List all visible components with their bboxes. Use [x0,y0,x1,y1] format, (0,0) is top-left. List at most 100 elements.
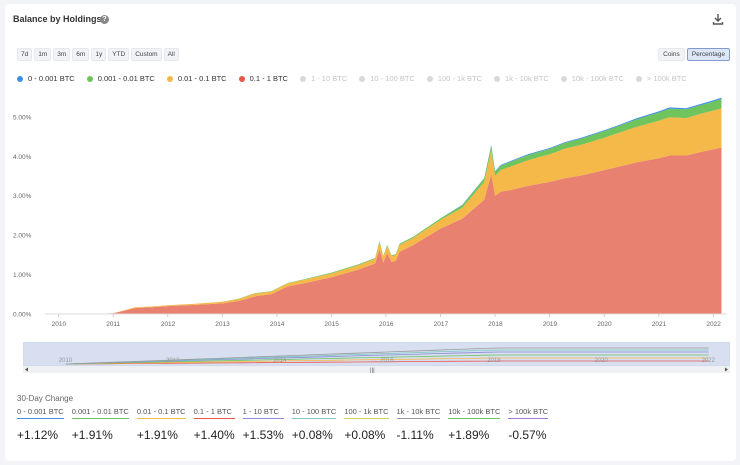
range-button-1m[interactable]: 1m [34,48,52,61]
x-tick-label: 2018 [488,321,503,328]
legend-label: 10 - 100 BTC [370,74,415,83]
thirty-day-change-list: 0 - 0.001 BTC +1.12% 0.001 - 0.01 BTC +1.91… [17,407,556,442]
legend-item[interactable]: 1k - 10k BTC [494,74,549,83]
navigator-series [65,357,709,365]
x-tick-label: 2013 [215,321,230,328]
legend-dot [426,75,433,82]
x-tick-label: 2021 [652,321,667,328]
navigator-tick-label: 2012 [166,358,180,364]
legend-item[interactable]: > 100k BTC [635,74,687,83]
legend-dot [560,75,567,82]
change-label: 0 - 0.001 BTC [17,407,64,419]
watermark-text: intotheblock [321,204,418,224]
legend-dot [635,75,642,82]
legend-dot [299,75,306,82]
mode-button-coins[interactable]: Coins [658,48,685,61]
change-value: +1.53% [242,428,284,442]
legend-label: 0.01 - 0.1 BTC [177,74,227,83]
x-tick-label: 2014 [270,321,285,328]
scroll-right-icon[interactable] [725,367,728,372]
navigator-tick-label: 2010 [59,358,73,364]
range-button-6m[interactable]: 6m [72,48,90,61]
watermark-logo-icon [291,200,313,229]
legend-label: 0 - 0.001 BTC [28,74,75,83]
mode-toggle: Coins Percentage [658,48,730,61]
area-series [58,98,722,314]
y-tick-label: 3.00% [13,193,32,200]
question-circle-icon[interactable]: ? [100,15,109,24]
navigator-series [65,351,709,365]
navigator-tick-label: 2022 [702,358,716,364]
legend-item[interactable]: 100 - 1k BTC [426,74,482,83]
change-value: +1.89% [448,428,490,442]
legend-label: 1k - 10k BTC [505,74,549,83]
chart-title: Balance by Holdings [13,14,102,24]
legend-label: 1 - 10 BTC [310,74,348,83]
scroll-left-icon[interactable] [25,367,28,372]
navigator-tick-label: 2014 [273,358,287,364]
change-label: 0.1 - 1 BTC [193,407,235,419]
navigator-series [65,349,709,365]
legend-dot [359,75,366,82]
x-tick-label: 2020 [597,321,612,328]
y-tick-label: 1.00% [13,272,32,279]
time-range-selector: 7d 1m 3m 6m 1y YTD Custom All [17,48,179,61]
navigator-scrollbar[interactable] [23,366,730,373]
range-button-7d[interactable]: 7d [17,48,33,61]
range-button-custom[interactable]: Custom [131,48,162,61]
legend-dot [166,75,173,82]
legend-item[interactable]: 0.01 - 0.1 BTC [166,74,227,83]
navigator-series [65,360,709,365]
navigator-tick-label: 2018 [487,358,501,364]
change-item: > 100k BTC -0.57% [508,407,556,442]
legend-item[interactable]: 0.001 - 0.01 BTC [86,74,155,83]
change-value: -0.57% [508,428,547,442]
change-item: 100 - 1k BTC +0.08% [344,407,396,442]
thirty-day-change-title: 30-Day Change [17,394,74,403]
change-item: 10 - 100 BTC +0.08% [291,407,345,442]
navigator-series [65,354,709,365]
legend-label: 10k - 100k BTC [571,74,624,83]
legend-item[interactable]: 10k - 100k BTC [560,74,624,83]
navigator-handle-icon[interactable]: ||| [370,368,375,373]
y-tick-label: 5.00% [13,114,32,121]
download-icon[interactable] [712,13,724,25]
change-label: 10 - 100 BTC [291,407,337,419]
change-value: +1.91% [136,428,178,442]
range-button-3m[interactable]: 3m [53,48,71,61]
change-value: +1.40% [193,428,235,442]
legend-dot [86,75,93,82]
change-label: 1k - 10k BTC [396,407,441,419]
change-item: 1 - 10 BTC +1.53% [242,407,292,442]
change-value: -1.11% [396,428,434,442]
change-label: 100 - 1k BTC [344,407,389,419]
range-button-all[interactable]: All [163,48,179,61]
change-value: +1.91% [71,428,113,442]
change-label: > 100k BTC [508,407,549,419]
legend-item[interactable]: 0.1 - 1 BTC [238,74,288,83]
x-tick-label: 2016 [379,321,394,328]
range-button-ytd[interactable]: YTD [108,48,130,61]
range-button-1y[interactable]: 1y [91,48,107,61]
area-series [58,108,722,314]
x-tick-label: 2010 [52,321,67,328]
legend-dot [238,75,245,82]
mode-button-percentage[interactable]: Percentage [686,48,730,61]
y-tick-label: 0.00% [13,312,32,319]
change-item: 0.001 - 0.01 BTC +1.91% [71,407,137,442]
x-tick-label: 2012 [161,321,176,328]
legend-label: > 100k BTC [646,74,687,83]
change-label: 10k - 100k BTC [448,407,501,419]
area-series [58,147,722,314]
legend-item[interactable]: 10 - 100 BTC [359,74,415,83]
x-tick-label: 2019 [543,321,558,328]
y-tick-label: 2.00% [13,233,32,240]
watermark: intotheblock [291,200,418,229]
x-tick-label: 2022 [706,321,721,328]
legend-item[interactable]: 0 - 0.001 BTC [17,74,75,83]
range-navigator[interactable]: 2010 2012 2014 2016 2018 2020 2022 ||| [23,342,730,373]
legend-item[interactable]: 1 - 10 BTC [299,74,348,83]
chart-legend: 0 - 0.001 BTC 0.001 - 0.01 BTC 0.01 - 0.1 … [17,74,687,83]
navigator-series [65,347,709,365]
legend-label: 0.1 - 1 BTC [249,74,288,83]
